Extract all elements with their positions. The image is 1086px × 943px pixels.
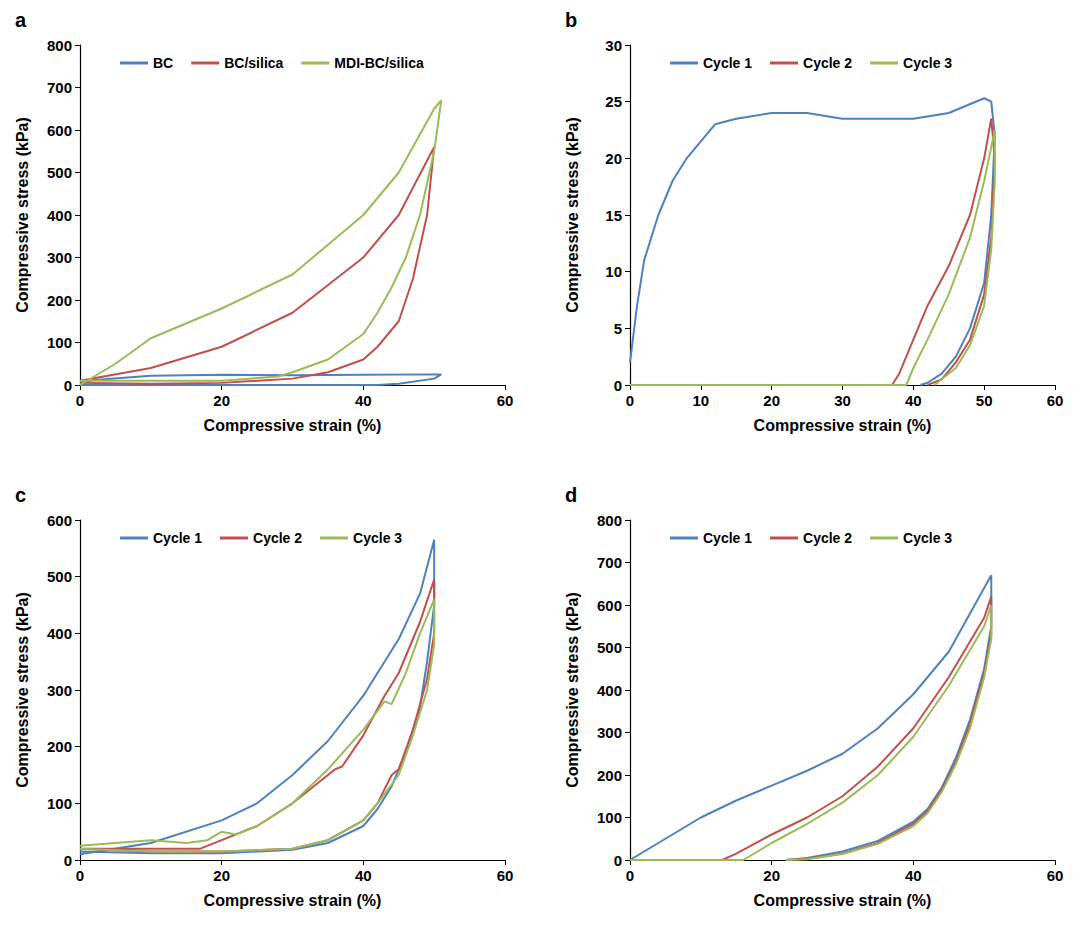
svg-text:500: 500	[47, 164, 72, 181]
svg-text:600: 600	[597, 597, 622, 614]
svg-text:MDI-BC/silica: MDI-BC/silica	[334, 55, 424, 71]
svg-text:20: 20	[763, 867, 780, 884]
svg-text:30: 30	[605, 37, 622, 54]
svg-text:d: d	[565, 484, 577, 506]
svg-text:Cycle 3: Cycle 3	[903, 530, 952, 546]
svg-text:400: 400	[47, 625, 72, 642]
svg-text:400: 400	[597, 682, 622, 699]
svg-text:Cycle 1: Cycle 1	[153, 530, 202, 546]
svg-text:Compressive stress (kPa): Compressive stress (kPa)	[14, 592, 31, 788]
svg-text:0: 0	[64, 377, 72, 394]
svg-text:800: 800	[47, 37, 72, 54]
svg-text:0: 0	[626, 867, 634, 884]
svg-text:800: 800	[597, 512, 622, 529]
svg-text:Cycle 2: Cycle 2	[803, 530, 852, 546]
svg-text:200: 200	[597, 767, 622, 784]
svg-text:0: 0	[614, 377, 622, 394]
svg-text:20: 20	[213, 867, 230, 884]
svg-text:700: 700	[597, 554, 622, 571]
svg-text:300: 300	[47, 682, 72, 699]
svg-text:Compressive strain (%): Compressive strain (%)	[204, 892, 382, 909]
svg-text:BC/silica: BC/silica	[224, 55, 283, 71]
svg-text:Compressive stress (kPa): Compressive stress (kPa)	[14, 117, 31, 313]
svg-text:300: 300	[47, 249, 72, 266]
svg-text:600: 600	[47, 512, 72, 529]
svg-text:BC: BC	[153, 55, 173, 71]
svg-text:40: 40	[905, 867, 922, 884]
svg-text:10: 10	[605, 263, 622, 280]
svg-text:Compressive stress (kPa): Compressive stress (kPa)	[564, 117, 581, 313]
svg-text:20: 20	[213, 392, 230, 409]
svg-text:Cycle 1: Cycle 1	[703, 530, 752, 546]
svg-text:30: 30	[834, 392, 851, 409]
svg-text:200: 200	[47, 292, 72, 309]
svg-text:40: 40	[355, 867, 372, 884]
svg-text:15: 15	[605, 207, 622, 224]
svg-text:0: 0	[614, 852, 622, 869]
svg-text:20: 20	[763, 392, 780, 409]
svg-text:0: 0	[76, 392, 84, 409]
svg-text:10: 10	[692, 392, 709, 409]
svg-text:200: 200	[47, 738, 72, 755]
svg-text:60: 60	[497, 392, 514, 409]
svg-text:Compressive strain (%): Compressive strain (%)	[754, 417, 932, 434]
svg-text:60: 60	[1047, 867, 1064, 884]
svg-text:25: 25	[605, 93, 622, 110]
svg-text:Cycle 2: Cycle 2	[803, 55, 852, 71]
svg-text:c: c	[15, 484, 26, 506]
svg-text:60: 60	[497, 867, 514, 884]
svg-text:Cycle 3: Cycle 3	[353, 530, 402, 546]
svg-text:0: 0	[626, 392, 634, 409]
svg-text:50: 50	[976, 392, 993, 409]
svg-text:500: 500	[597, 639, 622, 656]
svg-text:0: 0	[64, 852, 72, 869]
svg-text:Compressive stress (kPa): Compressive stress (kPa)	[564, 592, 581, 788]
svg-text:5: 5	[614, 320, 622, 337]
svg-text:Cycle 3: Cycle 3	[903, 55, 952, 71]
svg-text:60: 60	[1047, 392, 1064, 409]
svg-text:40: 40	[355, 392, 372, 409]
svg-text:600: 600	[47, 122, 72, 139]
svg-text:700: 700	[47, 79, 72, 96]
svg-text:Cycle 1: Cycle 1	[703, 55, 752, 71]
svg-text:b: b	[565, 9, 577, 31]
svg-text:40: 40	[905, 392, 922, 409]
svg-text:100: 100	[47, 334, 72, 351]
svg-text:400: 400	[47, 207, 72, 224]
svg-text:300: 300	[597, 724, 622, 741]
svg-text:Cycle 2: Cycle 2	[253, 530, 302, 546]
svg-text:Compressive strain (%): Compressive strain (%)	[754, 892, 932, 909]
svg-text:100: 100	[47, 795, 72, 812]
svg-text:20: 20	[605, 150, 622, 167]
svg-text:0: 0	[76, 867, 84, 884]
svg-text:a: a	[15, 9, 27, 31]
svg-text:Compressive strain (%): Compressive strain (%)	[204, 417, 382, 434]
svg-text:500: 500	[47, 568, 72, 585]
svg-text:100: 100	[597, 809, 622, 826]
